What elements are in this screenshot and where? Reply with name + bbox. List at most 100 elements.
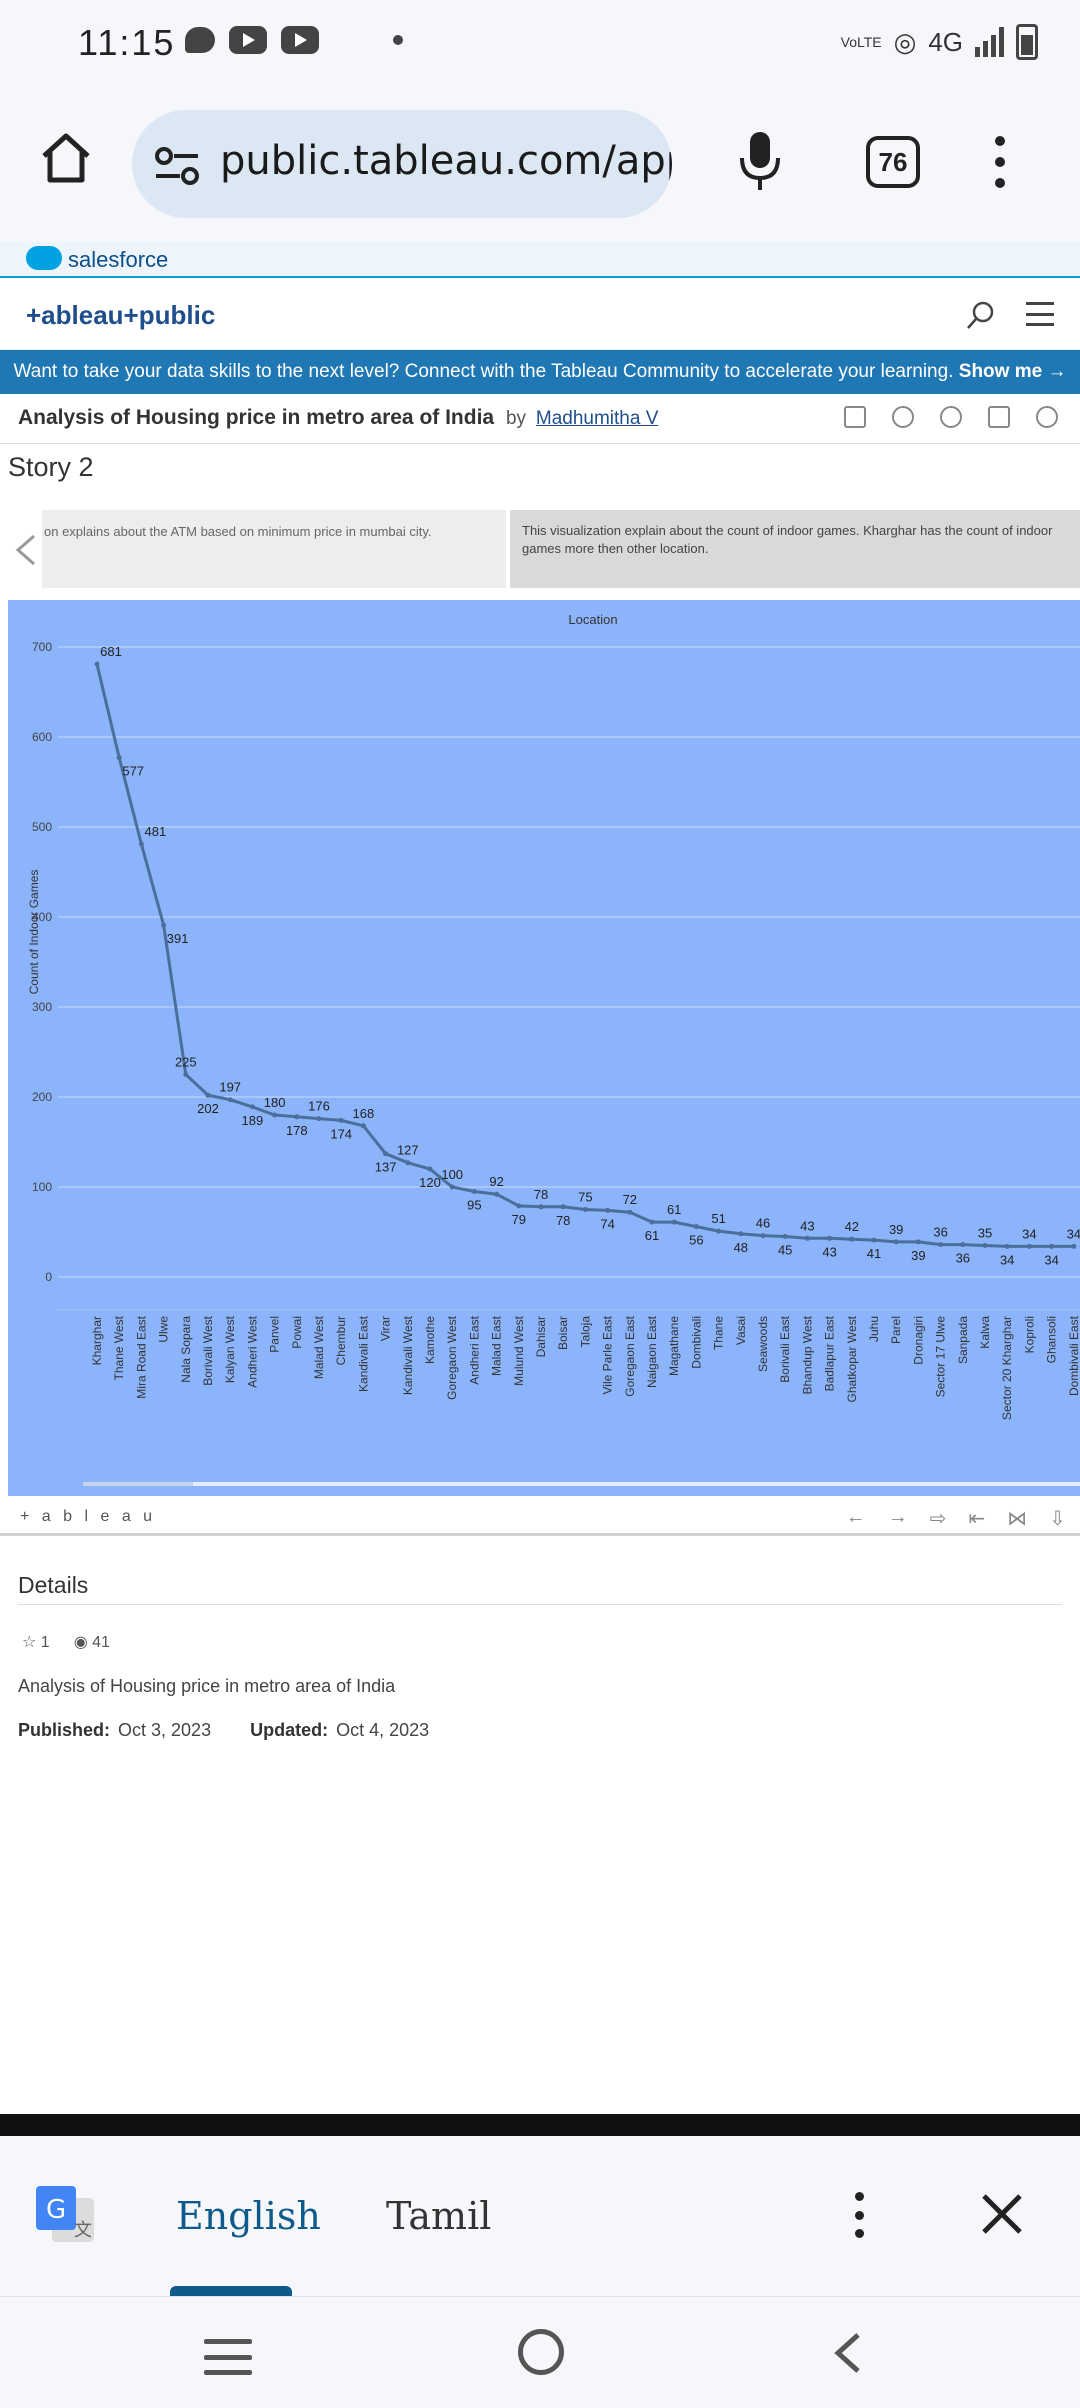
- chart-svg: Location 0 100 200 300 400 500 600 700 Count of I…: [27, 612, 1080, 1486]
- x-tick-label: Parel: [889, 1316, 903, 1344]
- data-point: [272, 1112, 278, 1118]
- updated-date: Oct 4, 2023: [336, 1720, 430, 1740]
- y-tick-label: 0: [45, 1270, 52, 1284]
- data-label: 35: [978, 1226, 992, 1241]
- data-label: 36: [933, 1225, 947, 1240]
- data-point: [960, 1242, 966, 1248]
- profile-icon[interactable]: [1036, 406, 1058, 428]
- x-tick-label: Borivali East: [778, 1315, 792, 1382]
- data-point: [849, 1236, 855, 1242]
- tableau-footer-logo[interactable]: + a b l e a u: [20, 1508, 157, 1525]
- status-bar: 11:15 VoLTE ◎ 4G: [0, 0, 1080, 90]
- data-point: [649, 1219, 655, 1225]
- viz-toolbar: + a b l e a u ← → ⇨ ⇤ ⋈ ⇩: [0, 1500, 1080, 1536]
- data-label: 127: [397, 1143, 419, 1158]
- salesforce-label[interactable]: salesforce: [68, 247, 169, 272]
- x-tick-label: Mira Road East: [134, 1315, 148, 1398]
- favorite-star-icon[interactable]: [892, 406, 914, 428]
- data-point: [427, 1166, 433, 1172]
- search-icon[interactable]: [966, 300, 996, 330]
- data-point: [338, 1117, 344, 1123]
- download-toolbar-icon[interactable]: ⇩: [1049, 1508, 1066, 1530]
- data-label: 56: [689, 1233, 703, 1248]
- redo-icon[interactable]: →: [887, 1506, 908, 1528]
- data-point: [383, 1151, 389, 1157]
- data-label: 391: [167, 931, 189, 946]
- x-tick-label: Dombivali East: [1067, 1315, 1080, 1396]
- data-label: 45: [778, 1243, 792, 1258]
- data-label: 100: [441, 1167, 463, 1182]
- x-tick-label: Thane: [712, 1316, 726, 1350]
- divider-strip: [0, 2114, 1080, 2136]
- show-me-link[interactable]: Show me →: [958, 361, 1067, 382]
- data-label: 74: [600, 1216, 614, 1231]
- data-point: [915, 1239, 921, 1245]
- data-point: [1049, 1243, 1055, 1249]
- line-chart[interactable]: Location 0 100 200 300 400 500 600 700 Count of I…: [8, 600, 1080, 1496]
- data-point: [1004, 1243, 1010, 1249]
- data-point: [716, 1228, 722, 1234]
- x-tick-label: Boisar: [556, 1316, 570, 1350]
- data-label: 202: [197, 1101, 219, 1116]
- data-point: [627, 1209, 633, 1215]
- undo-icon[interactable]: ←: [845, 1506, 866, 1528]
- x-tick-label: Dombivali: [689, 1316, 703, 1369]
- chevron-left-icon[interactable]: [14, 534, 38, 566]
- y-axis-label: Count of Indoor Games: [27, 870, 41, 995]
- browser-toolbar: public.tableau.com/app/pi 76: [0, 90, 1080, 242]
- data-point: [1071, 1243, 1077, 1249]
- download-icon[interactable]: [988, 406, 1010, 428]
- youtube-notification-icon: [229, 26, 267, 54]
- microphone-icon[interactable]: [736, 130, 784, 192]
- browser-menu-icon[interactable]: [992, 136, 1008, 188]
- hamburger-menu-icon[interactable]: [1026, 302, 1054, 326]
- x-tick-label: Powai: [290, 1316, 304, 1349]
- close-icon[interactable]: [980, 2192, 1024, 2236]
- home-nav-icon[interactable]: [518, 2329, 564, 2375]
- x-tick-label: Taloja: [578, 1316, 592, 1348]
- data-label: 72: [623, 1192, 637, 1207]
- author-link[interactable]: Madhumitha V: [535, 408, 659, 429]
- google-translate-icon[interactable]: G 文: [34, 2184, 96, 2246]
- x-tick-label: Panvel: [268, 1316, 282, 1353]
- x-tick-label: Sector 20 Kharghar: [1000, 1316, 1014, 1420]
- share-toolbar-icon[interactable]: ⋈: [1007, 1508, 1028, 1530]
- language-tab-english[interactable]: English: [176, 2194, 321, 2238]
- copy-icon[interactable]: [844, 406, 866, 428]
- tab-switcher-button[interactable]: 76: [866, 136, 920, 188]
- x-tick-label: Juhu: [867, 1316, 881, 1342]
- revert-icon[interactable]: ⇨: [929, 1508, 947, 1530]
- reset-icon[interactable]: ⇤: [968, 1508, 986, 1530]
- x-tick-label: Kandivali East: [356, 1315, 370, 1392]
- published-date: Oct 3, 2023: [118, 1720, 212, 1740]
- series-line: [95, 663, 1074, 1248]
- active-language-indicator: [170, 2286, 292, 2296]
- x-tick-label: Malad East: [490, 1315, 504, 1376]
- data-point: [738, 1231, 744, 1237]
- more-notifications-dot-icon: [393, 35, 403, 45]
- network-type: 4G: [928, 26, 963, 57]
- x-tick-label: Chembur: [334, 1316, 348, 1365]
- back-icon[interactable]: [830, 2331, 864, 2375]
- url-text: public.tableau.com/app/pi: [220, 138, 672, 184]
- tableau-public-logo[interactable]: +ableau+public: [26, 300, 216, 330]
- data-point: [227, 1097, 233, 1103]
- y-tick-label: 200: [32, 1090, 52, 1104]
- translate-more-icon[interactable]: [852, 2192, 866, 2238]
- share-icon[interactable]: [940, 406, 962, 428]
- url-bar[interactable]: public.tableau.com/app/pi: [132, 110, 672, 218]
- language-tab-tamil[interactable]: Tamil: [386, 2194, 492, 2238]
- data-label: 34: [1044, 1252, 1058, 1267]
- x-tick-label: Bhandup West: [800, 1315, 814, 1394]
- story-point-current[interactable]: This visualization explain about the cou…: [510, 510, 1080, 588]
- details-title: Details: [18, 1572, 89, 1598]
- battery-icon: [1016, 24, 1038, 60]
- x-tick-label: Naigaon East: [645, 1315, 659, 1388]
- story-point-previous[interactable]: on explains about the ATM based on minim…: [42, 510, 506, 588]
- home-icon[interactable]: [38, 130, 94, 186]
- youtube-notification-icon-2: [281, 26, 319, 54]
- star-icon[interactable]: ☆: [22, 1634, 37, 1651]
- recents-icon[interactable]: [204, 2339, 252, 2375]
- site-settings-icon[interactable]: [154, 146, 200, 186]
- data-label: 51: [711, 1211, 725, 1226]
